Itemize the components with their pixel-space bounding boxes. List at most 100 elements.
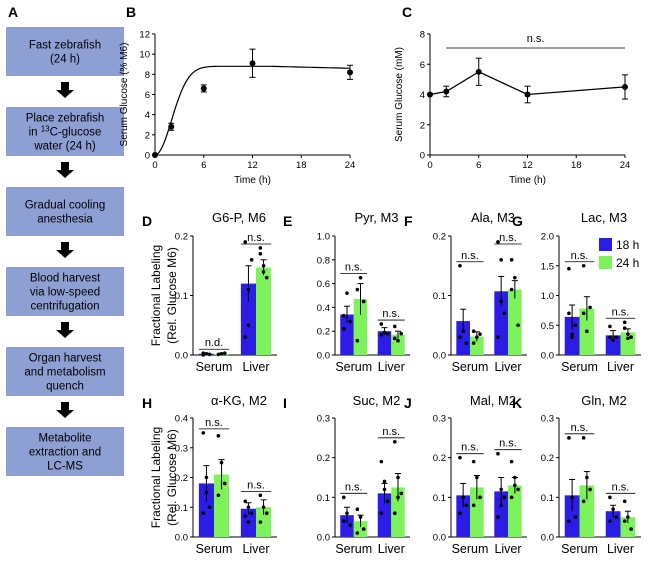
category-label: Serum xyxy=(452,542,489,556)
y-tick-label: 0.3 xyxy=(175,443,188,454)
data-point xyxy=(379,332,384,337)
panel-letter-a: A xyxy=(8,4,18,20)
flow-step-text: extraction and xyxy=(29,447,101,459)
bar xyxy=(470,336,484,355)
data-point xyxy=(348,319,353,324)
y-tick-label: 0.0 xyxy=(433,351,446,362)
data-point xyxy=(585,329,589,334)
y-tick-label: 0.3 xyxy=(317,414,330,425)
data-point xyxy=(204,475,209,480)
panel-letter: B xyxy=(126,4,136,20)
data-point xyxy=(261,505,266,510)
data-point xyxy=(614,515,619,519)
bar xyxy=(377,331,392,355)
y-tick-label: 0.0 xyxy=(541,351,554,362)
data-point xyxy=(458,511,462,515)
y-tick-label: 0.1 xyxy=(433,493,446,504)
flow-step-text: centrifugation xyxy=(30,301,99,313)
chart-panel-k: K Gln, M2 0.0 0.1 0.2 0.3 Serum n.s. Liver n.s. xyxy=(512,393,641,556)
flow-step-superscript: 13 xyxy=(41,124,50,133)
flow-step-text: via low-speed xyxy=(30,287,100,299)
flow-step-text-part: anesthesia xyxy=(37,214,93,226)
data-point xyxy=(204,490,209,495)
data-point xyxy=(216,434,221,438)
data-point xyxy=(458,335,462,339)
data-point xyxy=(355,531,360,535)
data-point xyxy=(499,299,503,304)
data-point xyxy=(588,305,592,310)
bar xyxy=(198,483,214,537)
data-point xyxy=(471,329,476,334)
y-axis-title: Serum Glucose (mM) xyxy=(394,47,405,142)
data-point xyxy=(464,341,469,345)
flow-step-text-part: quench xyxy=(46,381,84,393)
flow-step-text-part: in xyxy=(29,127,41,139)
data-point xyxy=(207,352,212,357)
significance-label: n.s. xyxy=(461,250,479,262)
significance-label: n.s. xyxy=(612,306,630,318)
data-point xyxy=(379,511,384,515)
data-point xyxy=(246,323,251,328)
data-point xyxy=(393,336,397,341)
data-point xyxy=(461,495,465,500)
data-point xyxy=(499,503,503,508)
y-tick-label: 0.1 xyxy=(175,291,188,302)
data-point xyxy=(246,287,251,292)
data-point xyxy=(361,299,366,304)
data-point xyxy=(396,495,400,500)
y-tick-label: 1.0 xyxy=(541,291,554,302)
data-point xyxy=(622,326,627,331)
chart-panel-e: E Pyr, M3 0.0 0.2 0.4 0.6 0.8 1.0 Serum n.s. Liver… xyxy=(283,210,410,374)
data-point xyxy=(443,88,450,95)
data-point xyxy=(475,68,482,75)
data-point xyxy=(393,440,397,444)
flow-step-text: water (24 h) xyxy=(33,141,96,153)
data-point xyxy=(399,331,404,336)
data-point xyxy=(342,327,346,331)
data-point xyxy=(427,91,433,98)
y-tick-label: 0.6 xyxy=(317,279,330,290)
flow-step-text-part: Blood harvest xyxy=(30,273,101,285)
data-point xyxy=(614,335,619,339)
data-point xyxy=(342,495,346,500)
data-point xyxy=(393,511,397,515)
y-tick-label: 0.2 xyxy=(317,453,330,464)
flow-step-text-part: water (24 h) xyxy=(33,141,96,153)
data-point xyxy=(622,519,627,523)
y-tick-label: 0.2 xyxy=(317,327,330,338)
y-tick-label: 8 xyxy=(420,30,425,41)
chart-panel-d: D G6-P, M6 0.0 0.1 0.2 Serum n.d. Liver n.s. xyxy=(142,210,277,374)
y-axis-title-line1: Fractional Labeling xyxy=(149,245,163,346)
data-point xyxy=(243,335,248,339)
y-tick-label: 0.4 xyxy=(317,303,330,314)
bar xyxy=(377,493,392,537)
bar xyxy=(470,487,484,537)
y-tick-label: 6 xyxy=(145,90,150,101)
flow-step-text: and metabolism xyxy=(24,367,105,379)
y-tick-label: 0.3 xyxy=(433,414,446,425)
data-point xyxy=(379,459,384,464)
significance-label: n.s. xyxy=(382,426,400,438)
flow-step-text: Organ harvest xyxy=(29,353,103,365)
category-label: Liver xyxy=(494,542,521,556)
y-tick-label: 0.0 xyxy=(317,533,330,544)
significance-label: n.s. xyxy=(382,308,400,320)
category-label: Liver xyxy=(242,542,269,556)
bar xyxy=(456,321,470,355)
x-axis-title: Time (h) xyxy=(509,175,546,186)
flow-step-text-part: via low-speed xyxy=(30,287,100,299)
data-point xyxy=(573,515,578,519)
data-point xyxy=(201,511,206,515)
legend-label: 24 h xyxy=(616,256,639,270)
flow-step-text-part: and metabolism xyxy=(24,367,105,379)
flow-step-text-part: C-glucose xyxy=(50,127,102,139)
data-point xyxy=(361,527,366,531)
data-point xyxy=(264,511,269,515)
flow-step-text: Metabolite xyxy=(38,433,91,445)
category-label: Serum xyxy=(561,542,598,556)
chart-title: Ala, M3 xyxy=(471,210,515,225)
significance-label: n.s. xyxy=(205,417,223,429)
